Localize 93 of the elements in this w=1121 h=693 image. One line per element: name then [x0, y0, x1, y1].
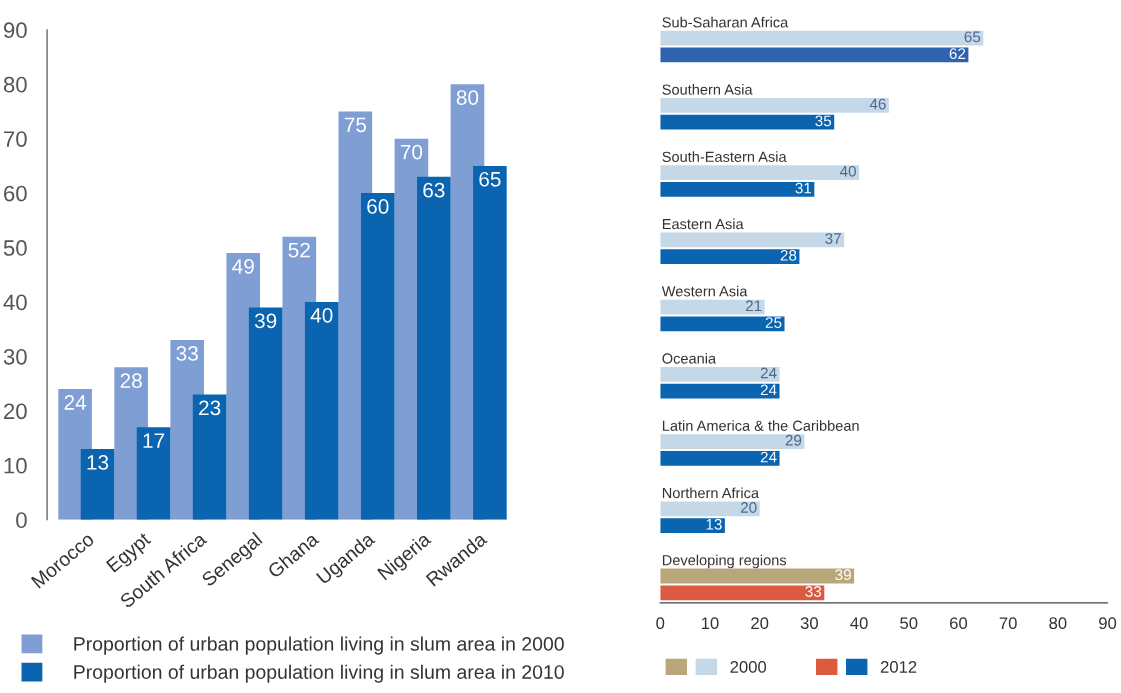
x-tick-label: 80 — [1049, 617, 1067, 630]
bar — [660, 299, 765, 315]
bar — [660, 450, 780, 466]
data-label: 52 — [288, 242, 310, 258]
data-label: 31 — [795, 182, 812, 194]
data-label: 39 — [835, 569, 851, 581]
data-label: 70 — [400, 144, 423, 160]
x-tick-label: 70 — [999, 617, 1017, 630]
data-label: 65 — [479, 171, 501, 187]
bar — [660, 434, 805, 449]
data-label: 37 — [825, 233, 841, 244]
y-tick-label: 0 — [16, 512, 27, 529]
bar — [360, 193, 395, 520]
data-label: 28 — [780, 249, 797, 261]
data-label: 63 — [423, 182, 445, 198]
bar — [417, 176, 451, 520]
y-tick-label: 50 — [3, 240, 27, 256]
bar — [660, 97, 889, 113]
data-label: 13 — [87, 454, 109, 470]
data-label: 29 — [785, 434, 802, 446]
legend-label: Proportion of urban population living in slum area in 2000 — [74, 636, 564, 655]
data-label: 65 — [964, 31, 981, 43]
bar — [473, 165, 507, 520]
data-label: 39 — [254, 313, 277, 329]
bar — [80, 448, 115, 520]
x-tick-label: 20 — [751, 617, 769, 630]
data-label: 23 — [199, 400, 221, 416]
data-label: 28 — [120, 373, 142, 389]
y-tick-label: 80 — [3, 76, 27, 93]
bar — [660, 30, 984, 46]
bar — [660, 316, 785, 332]
bar — [660, 501, 760, 517]
category-label: Developing regions — [662, 554, 787, 569]
y-tick-label: 20 — [4, 403, 27, 420]
data-label: 33 — [805, 586, 822, 597]
bar — [660, 165, 860, 181]
data-label: 13 — [706, 518, 722, 530]
data-label: 24 — [760, 451, 777, 463]
data-label: 20 — [740, 502, 757, 513]
y-tick-label: 30 — [3, 348, 27, 365]
x-tick-label: 90 — [1099, 617, 1117, 630]
bar — [660, 383, 780, 399]
x-tick-label: 40 — [850, 617, 868, 630]
y-tick-label: 90 — [3, 22, 27, 39]
bar — [660, 47, 969, 63]
bar — [660, 518, 725, 533]
data-label: 62 — [949, 48, 966, 60]
bar — [136, 427, 171, 520]
bar — [660, 568, 855, 584]
category-label: Sub-Saharan Africa — [662, 16, 789, 28]
category-label: South-Eastern Asia — [662, 151, 787, 162]
bar — [248, 307, 283, 520]
bar — [660, 114, 835, 130]
legend-label: Proportion of urban population living in slum area in 2010 — [74, 664, 564, 683]
x-tick-label: 60 — [950, 617, 968, 630]
category-label: Southern Asia — [662, 84, 753, 95]
bar — [660, 366, 780, 382]
y-tick-label: 40 — [3, 294, 27, 311]
data-label: 25 — [765, 317, 782, 328]
legend-label: 2012 — [880, 661, 917, 673]
data-label: 21 — [745, 300, 762, 312]
category-label: Latin America & the Caribbean — [662, 420, 859, 431]
y-tick-label: 10 — [4, 457, 27, 474]
category-label: Eastern Asia — [662, 218, 744, 230]
x-tick-label: 30 — [800, 617, 818, 630]
data-label: 24 — [64, 395, 87, 410]
bar — [660, 249, 800, 265]
bar — [660, 585, 825, 601]
x-tick-label: 0 — [656, 617, 665, 630]
data-label: 49 — [232, 258, 254, 274]
category-label: Northern Africa — [662, 487, 760, 499]
data-label: 40 — [839, 165, 856, 177]
x-tick-label: 50 — [900, 617, 918, 630]
x-tick-label: 10 — [701, 617, 719, 630]
bar — [304, 301, 339, 520]
data-label: 80 — [456, 90, 479, 105]
data-label: 17 — [143, 433, 165, 448]
data-label: 24 — [760, 384, 777, 396]
y-tick-label: 60 — [4, 185, 27, 202]
legend-label: 2000 — [730, 661, 767, 673]
bar — [660, 232, 845, 248]
data-label: 40 — [310, 307, 333, 323]
category-label: Oceania — [662, 352, 717, 364]
data-label: 24 — [760, 367, 777, 379]
bar — [660, 182, 815, 197]
data-label: 33 — [176, 346, 198, 361]
data-label: 60 — [367, 199, 389, 214]
bar — [192, 394, 227, 520]
data-label: 46 — [869, 98, 886, 110]
y-tick-label: 70 — [4, 131, 27, 147]
data-label: 75 — [344, 117, 367, 133]
data-label: 35 — [815, 115, 832, 127]
category-label: Western Asia — [661, 285, 748, 297]
